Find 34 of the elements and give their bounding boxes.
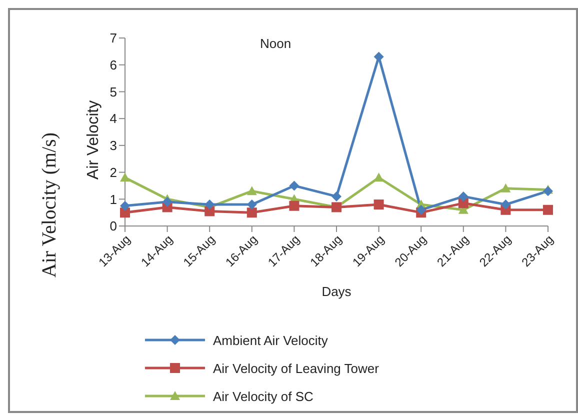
text: Air Velocity [85, 100, 103, 180]
point [162, 196, 172, 207]
y-axis-title: Air Velocity (m/s) [38, 132, 62, 278]
chart-title: Noon [260, 36, 292, 51]
point [332, 191, 342, 202]
y-tick-label: 2 [110, 164, 117, 180]
point [500, 200, 511, 210]
point [500, 183, 511, 192]
y-tick-label: 6 [110, 57, 117, 72]
y-tick-label: 0 [110, 218, 117, 234]
y-tick-label: 3 [110, 138, 117, 154]
y-tick-label: 5 [110, 84, 117, 100]
point [458, 191, 468, 202]
point [246, 186, 257, 196]
legend-label: Ambient Air Velocity [213, 332, 328, 348]
point [543, 186, 553, 196]
point [120, 172, 130, 182]
point [289, 200, 300, 211]
x-axis-title: Days [322, 284, 352, 299]
y-tick-label: 4 [110, 111, 117, 126]
point [289, 180, 300, 191]
point [374, 200, 384, 210]
legend-label: Air Velocity of SC [213, 388, 314, 404]
point [120, 200, 130, 211]
point [543, 204, 553, 215]
point [416, 204, 426, 215]
point [204, 200, 215, 210]
point [374, 172, 384, 182]
legend-label: Air Velocity of Leaving Tower [213, 360, 379, 376]
point [374, 52, 384, 62]
point [246, 208, 257, 218]
y-tick-label: 1 [110, 192, 117, 207]
y-tick-label: 7 [110, 30, 117, 46]
point [246, 200, 257, 210]
